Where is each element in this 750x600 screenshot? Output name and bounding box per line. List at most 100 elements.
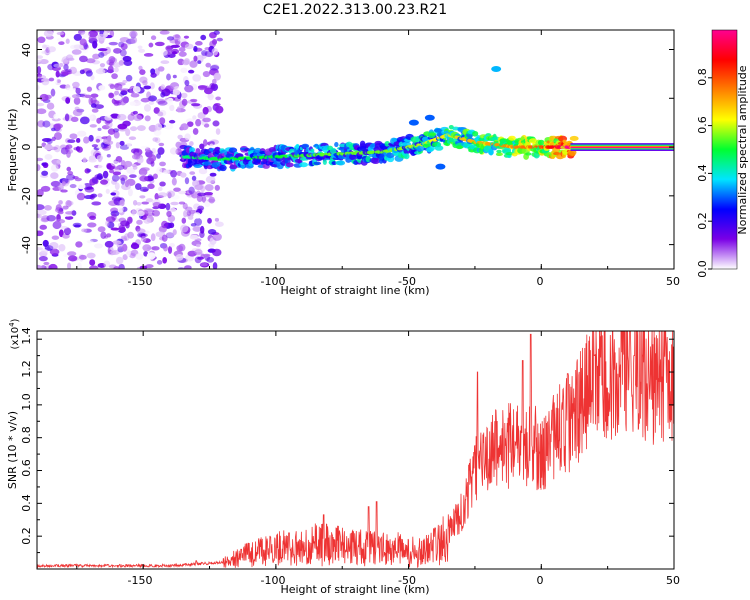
- noise-speckle: [99, 63, 106, 68]
- noise-speckle: [67, 251, 77, 257]
- noise-speckle: [193, 45, 198, 52]
- noise-speckle: [172, 51, 178, 55]
- snr-x-axis-label: Height of straight line (km): [280, 583, 429, 596]
- noise-speckle: [88, 155, 96, 161]
- noise-speckle: [118, 92, 125, 97]
- snr-y-multiplier: (x104): [8, 318, 21, 349]
- noise-speckle: [38, 256, 48, 262]
- noise-speckle: [147, 183, 155, 190]
- noise-speckle: [191, 175, 197, 181]
- noise-speckle: [184, 43, 194, 50]
- noise-speckle: [58, 41, 65, 46]
- noise-speckle: [76, 146, 83, 153]
- spectrogram-marks: [37, 30, 674, 269]
- noise-speckle: [163, 123, 174, 130]
- noise-speckle: [67, 170, 74, 176]
- colorbar: 0.0 0.2 0.4 0.6 0.8 Normalized spectral …: [696, 29, 749, 278]
- noise-speckle: [202, 106, 209, 115]
- noise-speckle: [108, 92, 115, 99]
- ridge-blob: [187, 160, 194, 168]
- noise-speckle: [111, 174, 120, 182]
- noise-speckle: [76, 182, 86, 190]
- noise-speckle: [68, 255, 78, 262]
- noise-speckle: [194, 256, 202, 264]
- noise-speckle: [166, 210, 172, 217]
- isolated-blob: [491, 66, 502, 73]
- noise-speckle: [107, 221, 115, 229]
- snr-y-tick-label: 0.4: [20, 494, 33, 512]
- noise-speckle: [203, 253, 211, 257]
- noise-speckle: [64, 148, 74, 154]
- noise-speckle: [120, 235, 128, 239]
- noise-speckle: [148, 95, 158, 102]
- noise-speckle: [204, 46, 211, 51]
- noise-speckle: [158, 109, 167, 117]
- noise-speckle: [59, 178, 69, 184]
- noise-speckle: [209, 172, 217, 177]
- noise-speckle: [75, 87, 81, 95]
- snr-y-tick-label: 0.8: [20, 426, 33, 444]
- noise-speckle: [108, 169, 114, 174]
- noise-speckle: [195, 118, 202, 127]
- noise-speckle: [199, 262, 208, 267]
- noise-speckle: [129, 30, 138, 38]
- ridge-blob: [434, 145, 444, 151]
- noise-speckle: [207, 229, 217, 235]
- noise-speckle: [111, 73, 118, 80]
- spectrogram-ticks: [37, 30, 675, 269]
- noise-speckle: [199, 143, 205, 150]
- ridge-blob: [436, 142, 442, 147]
- noise-speckle: [148, 101, 155, 105]
- noise-speckle: [157, 147, 165, 155]
- noise-speckle: [198, 168, 208, 175]
- noise-speckle: [77, 262, 82, 269]
- noise-speckle: [138, 65, 143, 71]
- noise-speckle: [65, 200, 72, 208]
- noise-speckle: [50, 127, 56, 132]
- noise-speckle: [118, 263, 125, 269]
- snr-y-tick-label: 0.2: [20, 527, 33, 545]
- noise-speckle: [37, 55, 44, 59]
- noise-speckle: [97, 33, 106, 42]
- noise-speckle: [81, 228, 88, 233]
- noise-speckle: [212, 120, 220, 127]
- noise-speckle: [156, 153, 161, 159]
- noise-speckle: [159, 30, 170, 35]
- noise-speckle: [143, 104, 152, 112]
- noise-speckle: [79, 69, 85, 75]
- noise-speckle: [112, 171, 122, 176]
- snr-y-axis-label: SNR (10 * v/v): [6, 411, 19, 489]
- noise-speckle: [86, 168, 92, 173]
- noise-speckle: [42, 239, 49, 247]
- noise-speckle: [124, 180, 130, 188]
- noise-speckle: [37, 102, 45, 107]
- noise-speckle: [86, 58, 96, 64]
- noise-speckle: [114, 182, 120, 191]
- noise-speckle: [167, 97, 174, 103]
- noise-speckle: [88, 134, 94, 142]
- ridge-blob: [448, 138, 458, 143]
- noise-speckle: [140, 97, 151, 103]
- ridge-blob: [189, 147, 196, 153]
- noise-speckle: [136, 125, 146, 132]
- noise-speckle: [58, 244, 66, 252]
- noise-speckle: [44, 144, 53, 151]
- noise-speckle: [157, 66, 165, 72]
- noise-speckle: [193, 55, 198, 62]
- noise-speckle: [192, 128, 199, 135]
- noise-speckle: [185, 206, 193, 212]
- noise-speckle: [80, 31, 90, 38]
- noise-speckle: [37, 157, 44, 162]
- noise-speckle: [57, 210, 64, 215]
- noise-speckle: [91, 201, 102, 206]
- noise-speckle: [115, 256, 124, 265]
- noise-speckle: [41, 162, 47, 167]
- noise-speckle: [71, 51, 78, 57]
- snr-ticks: [37, 331, 675, 569]
- noise-speckle: [44, 205, 52, 211]
- ridge-blob: [537, 139, 545, 146]
- noise-speckle: [41, 138, 52, 143]
- noise-speckle: [207, 217, 212, 224]
- noise-speckle: [120, 43, 128, 50]
